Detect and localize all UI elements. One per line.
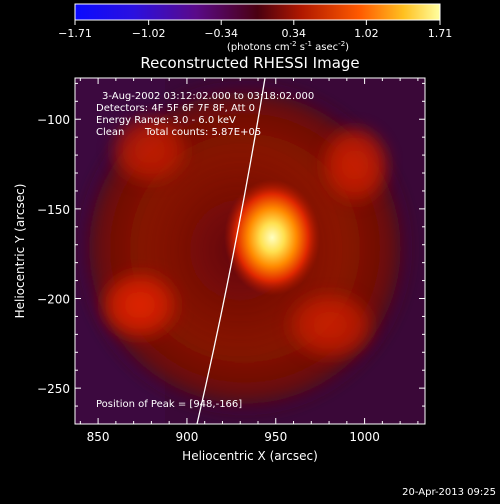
x-tick-label: 950: [264, 430, 287, 444]
x-tick-label: 850: [87, 430, 110, 444]
plot-frame: [74, 77, 426, 425]
annotation-counts: Total counts: 5.87E+05: [144, 127, 261, 138]
annotation-energy: Energy Range: 3.0 - 6.0 keV: [96, 115, 236, 126]
colorbar: [75, 4, 440, 20]
chart-title: Reconstructed RHESSI Image: [140, 54, 359, 72]
x-tick-label: 1000: [349, 430, 380, 444]
colorbar-tick-label: −0.34: [204, 27, 238, 40]
colorbar-label: (photons cm-2 s-1 asec-2): [227, 40, 349, 53]
colorbar-tick-label: 1.71: [428, 27, 453, 40]
footer-date: 20-Apr-2013 09:25: [402, 487, 496, 498]
annotation-time: 3-Aug-2002 03:12:02.000 to 03:18:02.000: [102, 91, 314, 102]
annotation-clean: Clean: [96, 127, 124, 138]
y-axis-ticks: −100 −150 −200 −250: [37, 82, 425, 407]
peak-source: [224, 179, 321, 296]
colorbar-frame: [74, 3, 441, 21]
colorbar-tick-label: −1.02: [132, 27, 166, 40]
x-axis-label: Heliocentric X (arcsec): [182, 449, 318, 463]
x-axis-ticks: 850 900 950 1000: [79, 78, 419, 444]
solar-limb-line: [196, 78, 266, 424]
x-tick-label: 900: [175, 430, 198, 444]
colorbar-ticks: −1.71 −1.02 −0.34 0.34 1.02 1.71: [58, 3, 453, 40]
colorbar-tick-label: −1.71: [58, 27, 92, 40]
annotation-peak: Position of Peak = [948,-166]: [96, 399, 242, 410]
heatmap-image: [75, 78, 425, 424]
y-tick-label: −200: [37, 293, 70, 307]
colorbar-tick-label: 1.02: [354, 27, 379, 40]
y-tick-label: −150: [37, 203, 70, 217]
y-tick-label: −100: [37, 113, 70, 127]
y-axis-label: Heliocentric Y (arcsec): [13, 184, 27, 319]
y-tick-label: −250: [37, 382, 70, 396]
annotation-detectors: Detectors: 4F 5F 6F 7F 8F, Att 0: [96, 103, 255, 114]
colorbar-tick-label: 0.34: [282, 27, 307, 40]
